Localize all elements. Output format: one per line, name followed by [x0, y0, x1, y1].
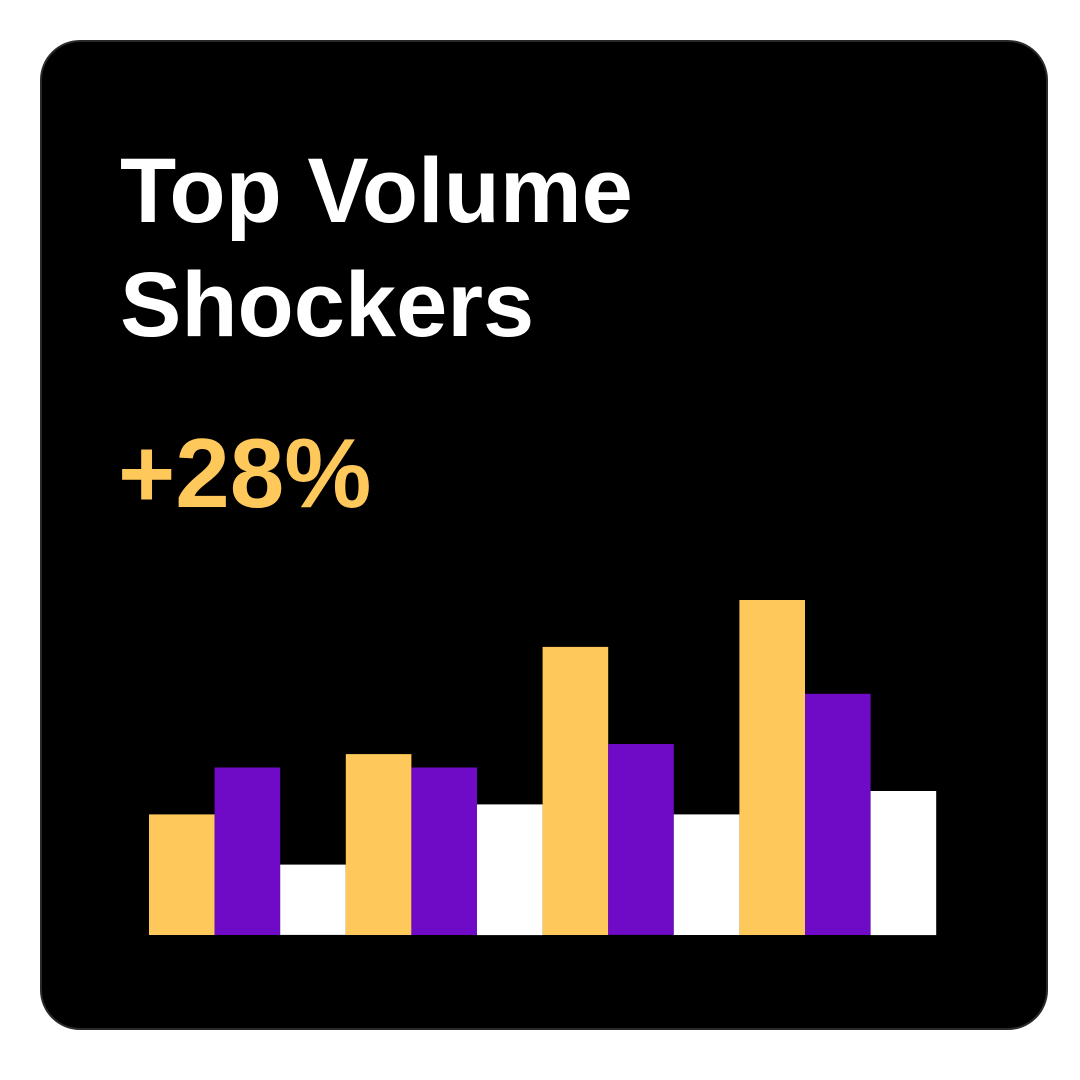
- bar-group-4-series-1: [739, 600, 805, 935]
- bar-group-1-series-1: [149, 814, 215, 935]
- bar-group-4-series-3: [870, 791, 937, 936]
- volume-bar-chart: [149, 600, 937, 936]
- bar-group-3-series-2: [608, 744, 674, 935]
- bar-group-2-series-3: [477, 804, 543, 936]
- title-line-1: Top Volume: [120, 140, 633, 242]
- change-percentage: +28%: [118, 418, 372, 528]
- bar-group-2-series-2: [411, 767, 477, 935]
- bar-group-1-series-2: [214, 767, 281, 935]
- bar-group-2-series-1: [345, 754, 412, 935]
- volume-card: Top Volume Shockers +28%: [42, 42, 1046, 1028]
- bar-group-3-series-1: [542, 646, 609, 935]
- bar-group-3-series-3: [673, 814, 740, 935]
- card-title: Top Volume Shockers: [120, 134, 1020, 362]
- bar-group-4-series-2: [805, 693, 871, 935]
- title-line-2: Shockers: [120, 254, 535, 356]
- bar-group-1-series-3: [280, 864, 346, 935]
